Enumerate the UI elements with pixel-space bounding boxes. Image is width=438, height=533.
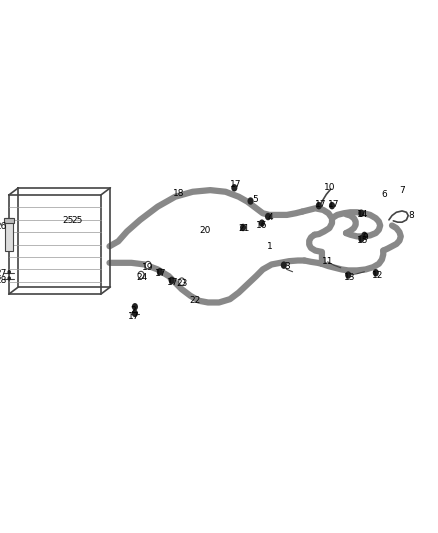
- Text: 5: 5: [252, 195, 258, 204]
- Text: 4: 4: [268, 213, 273, 222]
- Text: 7: 7: [399, 185, 405, 195]
- Circle shape: [361, 232, 367, 239]
- Text: 25: 25: [62, 216, 74, 225]
- Circle shape: [373, 269, 379, 277]
- Text: 17: 17: [315, 200, 326, 209]
- Circle shape: [7, 276, 11, 280]
- Text: 2: 2: [131, 306, 136, 315]
- Text: 17: 17: [167, 278, 179, 287]
- Text: 8: 8: [409, 211, 415, 220]
- Circle shape: [316, 202, 322, 209]
- Text: 27: 27: [0, 269, 7, 278]
- Text: 22: 22: [189, 296, 201, 305]
- Text: 15: 15: [357, 236, 368, 245]
- Circle shape: [145, 261, 151, 269]
- Bar: [4, 218, 14, 223]
- Text: 28: 28: [0, 276, 7, 285]
- Text: 17: 17: [155, 269, 167, 278]
- Text: 6: 6: [381, 190, 388, 199]
- Text: 16: 16: [256, 221, 268, 230]
- Bar: [5, 218, 13, 251]
- Text: 17: 17: [230, 180, 241, 189]
- Text: 17: 17: [328, 200, 339, 209]
- Circle shape: [138, 271, 144, 279]
- Text: 9: 9: [363, 233, 369, 242]
- Circle shape: [358, 209, 364, 217]
- Circle shape: [179, 278, 185, 285]
- Circle shape: [247, 197, 254, 205]
- Circle shape: [138, 271, 144, 279]
- Text: 26: 26: [0, 222, 7, 231]
- Text: 17: 17: [128, 312, 139, 321]
- Circle shape: [132, 310, 138, 317]
- Circle shape: [7, 270, 11, 274]
- Circle shape: [132, 303, 138, 311]
- Circle shape: [281, 261, 287, 269]
- Text: 19: 19: [142, 263, 154, 272]
- Text: 1: 1: [266, 242, 272, 251]
- Circle shape: [329, 202, 335, 209]
- Text: 11: 11: [322, 257, 333, 266]
- Text: 13: 13: [344, 272, 355, 281]
- Circle shape: [179, 278, 185, 285]
- Text: 20: 20: [199, 227, 211, 235]
- Circle shape: [145, 261, 151, 269]
- Circle shape: [157, 268, 163, 276]
- Text: 10: 10: [324, 183, 335, 192]
- Text: 12: 12: [372, 271, 383, 279]
- Text: 3: 3: [284, 262, 290, 271]
- Text: 21: 21: [239, 224, 250, 233]
- Text: 24: 24: [137, 272, 148, 281]
- Circle shape: [240, 224, 246, 231]
- Circle shape: [345, 271, 351, 279]
- Circle shape: [231, 184, 237, 191]
- Text: 14: 14: [357, 210, 368, 219]
- Text: 25: 25: [71, 216, 82, 225]
- Circle shape: [358, 235, 364, 243]
- Circle shape: [259, 220, 265, 227]
- Text: 18: 18: [173, 189, 184, 198]
- Circle shape: [169, 277, 175, 284]
- Text: 23: 23: [176, 279, 187, 288]
- Circle shape: [265, 213, 271, 220]
